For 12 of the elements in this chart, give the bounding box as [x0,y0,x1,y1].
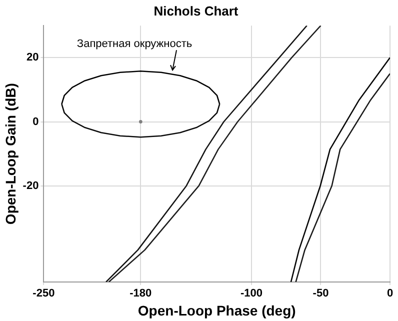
y-tick-label: 20 [26,52,39,64]
x-axis-title: Open-Loop Phase (deg) [138,302,296,318]
y-tick-label: -20 [22,180,39,192]
x-tick-label: -50 [312,288,329,300]
x-tick-label: -250 [32,288,55,300]
x-tick-label: -180 [130,288,152,300]
chart-title: Nichols Chart [154,3,239,18]
x-tick-label: 0 [386,288,394,300]
annotation: Запретная окружность [76,38,192,50]
y-tick-label: 0 [32,116,39,128]
y-axis-title: Open-Loop Gain (dB) [2,83,18,225]
x-tick-label: -100 [240,288,262,300]
